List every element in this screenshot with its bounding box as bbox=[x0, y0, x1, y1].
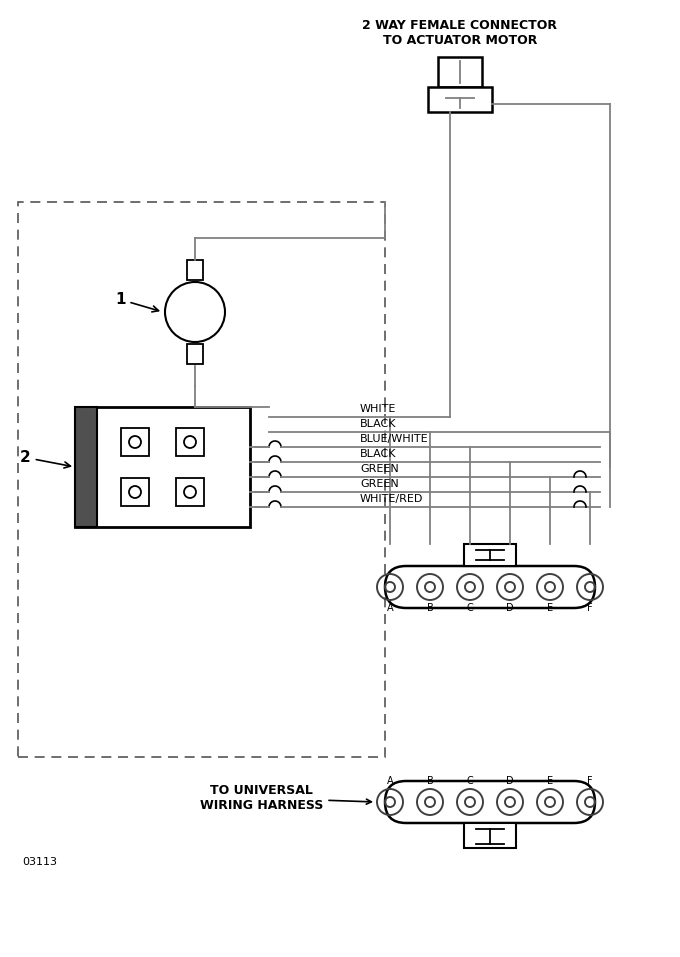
FancyBboxPatch shape bbox=[428, 87, 492, 112]
FancyBboxPatch shape bbox=[176, 478, 204, 506]
Text: E: E bbox=[547, 776, 553, 786]
Text: BLACK: BLACK bbox=[360, 449, 396, 459]
Text: 2: 2 bbox=[20, 450, 71, 468]
FancyBboxPatch shape bbox=[121, 428, 149, 456]
Text: BLACK: BLACK bbox=[360, 419, 396, 429]
Text: C: C bbox=[466, 603, 473, 613]
Text: F: F bbox=[588, 603, 593, 613]
Text: GREEN: GREEN bbox=[360, 464, 398, 474]
Text: F: F bbox=[588, 776, 593, 786]
FancyBboxPatch shape bbox=[187, 260, 203, 280]
Text: 2 WAY FEMALE CONNECTOR
TO ACTUATOR MOTOR: 2 WAY FEMALE CONNECTOR TO ACTUATOR MOTOR bbox=[362, 19, 558, 47]
Text: D: D bbox=[506, 776, 514, 786]
FancyBboxPatch shape bbox=[438, 57, 482, 87]
Text: BLUE/WHITE: BLUE/WHITE bbox=[360, 434, 428, 444]
Text: GREEN: GREEN bbox=[360, 479, 398, 489]
Text: D: D bbox=[506, 603, 514, 613]
Text: B: B bbox=[426, 776, 433, 786]
FancyBboxPatch shape bbox=[187, 344, 203, 364]
FancyBboxPatch shape bbox=[464, 544, 516, 566]
FancyBboxPatch shape bbox=[75, 407, 250, 527]
FancyBboxPatch shape bbox=[75, 407, 97, 527]
FancyBboxPatch shape bbox=[121, 478, 149, 506]
Text: B: B bbox=[426, 603, 433, 613]
Text: A: A bbox=[387, 776, 393, 786]
Text: E: E bbox=[547, 603, 553, 613]
Text: WHITE: WHITE bbox=[360, 404, 396, 414]
FancyBboxPatch shape bbox=[464, 823, 516, 848]
Text: C: C bbox=[466, 776, 473, 786]
Text: WHITE/RED: WHITE/RED bbox=[360, 494, 424, 504]
Text: 1: 1 bbox=[115, 292, 158, 312]
Text: 03113: 03113 bbox=[22, 857, 57, 867]
FancyBboxPatch shape bbox=[385, 566, 595, 608]
Text: TO UNIVERSAL
WIRING HARNESS: TO UNIVERSAL WIRING HARNESS bbox=[200, 784, 371, 812]
FancyBboxPatch shape bbox=[385, 781, 595, 823]
FancyBboxPatch shape bbox=[176, 428, 204, 456]
Text: A: A bbox=[387, 603, 393, 613]
